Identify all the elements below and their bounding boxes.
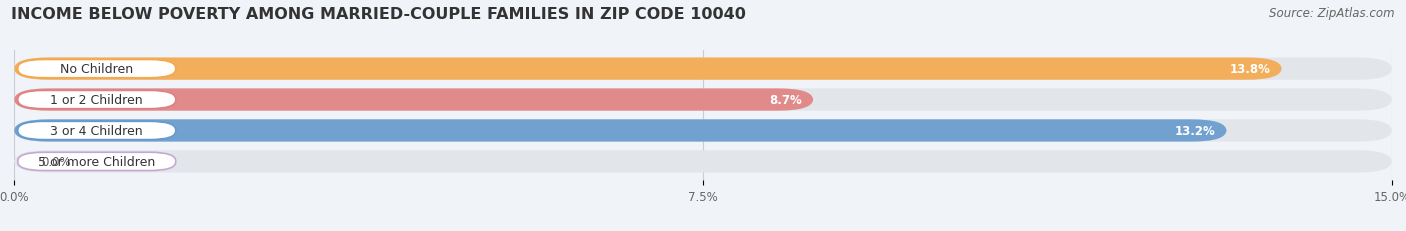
FancyBboxPatch shape (14, 58, 1392, 80)
Text: 13.8%: 13.8% (1230, 63, 1271, 76)
Text: 8.7%: 8.7% (769, 94, 803, 106)
FancyBboxPatch shape (18, 122, 176, 140)
Text: 0.0%: 0.0% (42, 155, 72, 168)
Text: 3 or 4 Children: 3 or 4 Children (51, 125, 143, 137)
Text: 13.2%: 13.2% (1175, 125, 1216, 137)
FancyBboxPatch shape (14, 89, 1392, 111)
FancyBboxPatch shape (14, 120, 1226, 142)
FancyBboxPatch shape (14, 89, 813, 111)
Text: Source: ZipAtlas.com: Source: ZipAtlas.com (1270, 7, 1395, 20)
FancyBboxPatch shape (18, 60, 176, 78)
Text: 5 or more Children: 5 or more Children (38, 155, 155, 168)
FancyBboxPatch shape (18, 153, 176, 171)
Text: 1 or 2 Children: 1 or 2 Children (51, 94, 143, 106)
Text: INCOME BELOW POVERTY AMONG MARRIED-COUPLE FAMILIES IN ZIP CODE 10040: INCOME BELOW POVERTY AMONG MARRIED-COUPL… (11, 7, 747, 22)
FancyBboxPatch shape (14, 151, 1392, 173)
FancyBboxPatch shape (18, 91, 176, 109)
FancyBboxPatch shape (14, 120, 1392, 142)
FancyBboxPatch shape (14, 58, 1282, 80)
Text: No Children: No Children (60, 63, 134, 76)
